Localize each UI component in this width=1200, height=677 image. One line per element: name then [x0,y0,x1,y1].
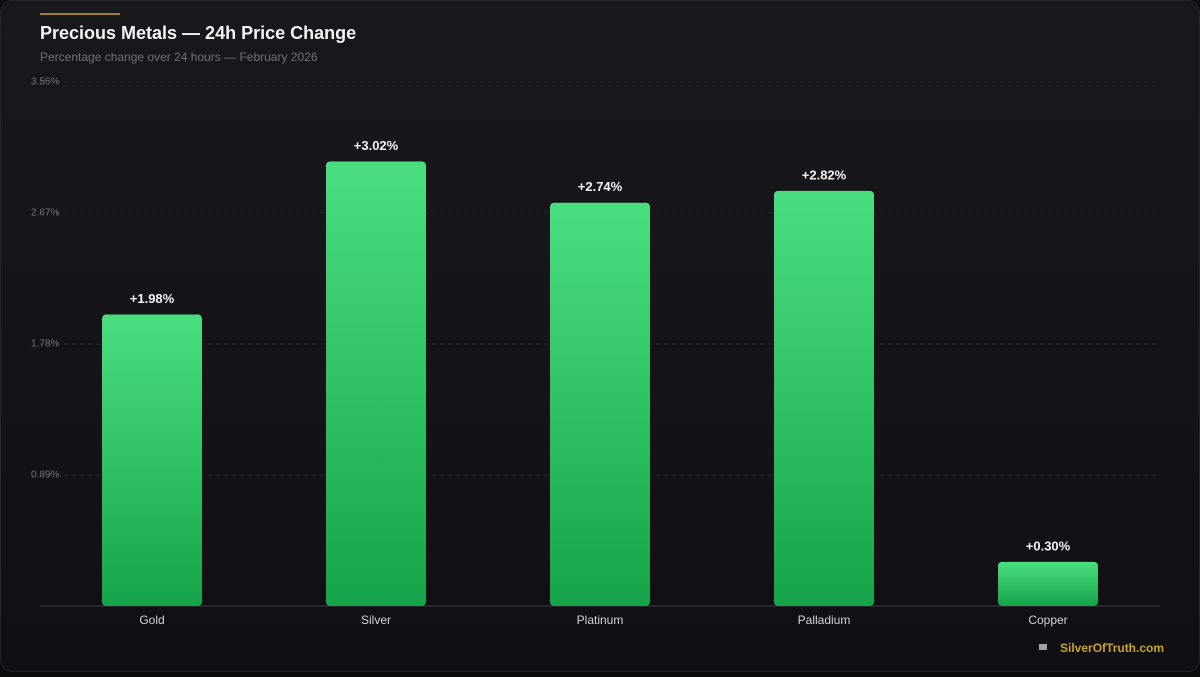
source-icon [1039,644,1047,650]
value-label: +3.02% [354,138,399,153]
bar [550,202,650,606]
source: SilverOfTruth.com [1060,641,1164,655]
y-tick-label: 2.67% [31,208,59,219]
y-tick-label: 0.89% [31,470,59,481]
bar [998,561,1098,606]
chart-subtitle: Percentage change over 24 hours — Februa… [40,50,318,64]
value-label: +0.30% [1026,538,1071,553]
y-tick-label: 3.56% [31,77,59,88]
bar [326,161,426,606]
x-tick-label: Copper [1028,613,1067,627]
value-label: +1.98% [130,291,175,306]
x-tick-label: Platinum [577,613,624,627]
value-label: +2.82% [802,167,847,182]
chart-title: Precious Metals — 24h Price Change [40,23,356,43]
source-logo: SilverOfTruth.com [1039,641,1164,655]
x-tick-label: Palladium [798,613,851,627]
y-tick-label: 1.78% [31,339,59,350]
accent-line [40,13,120,15]
x-tick-label: Silver [361,613,391,627]
value-label: +2.74% [578,179,623,194]
bar [102,314,202,606]
x-tick-label: Gold [139,613,164,627]
bar [774,190,874,607]
